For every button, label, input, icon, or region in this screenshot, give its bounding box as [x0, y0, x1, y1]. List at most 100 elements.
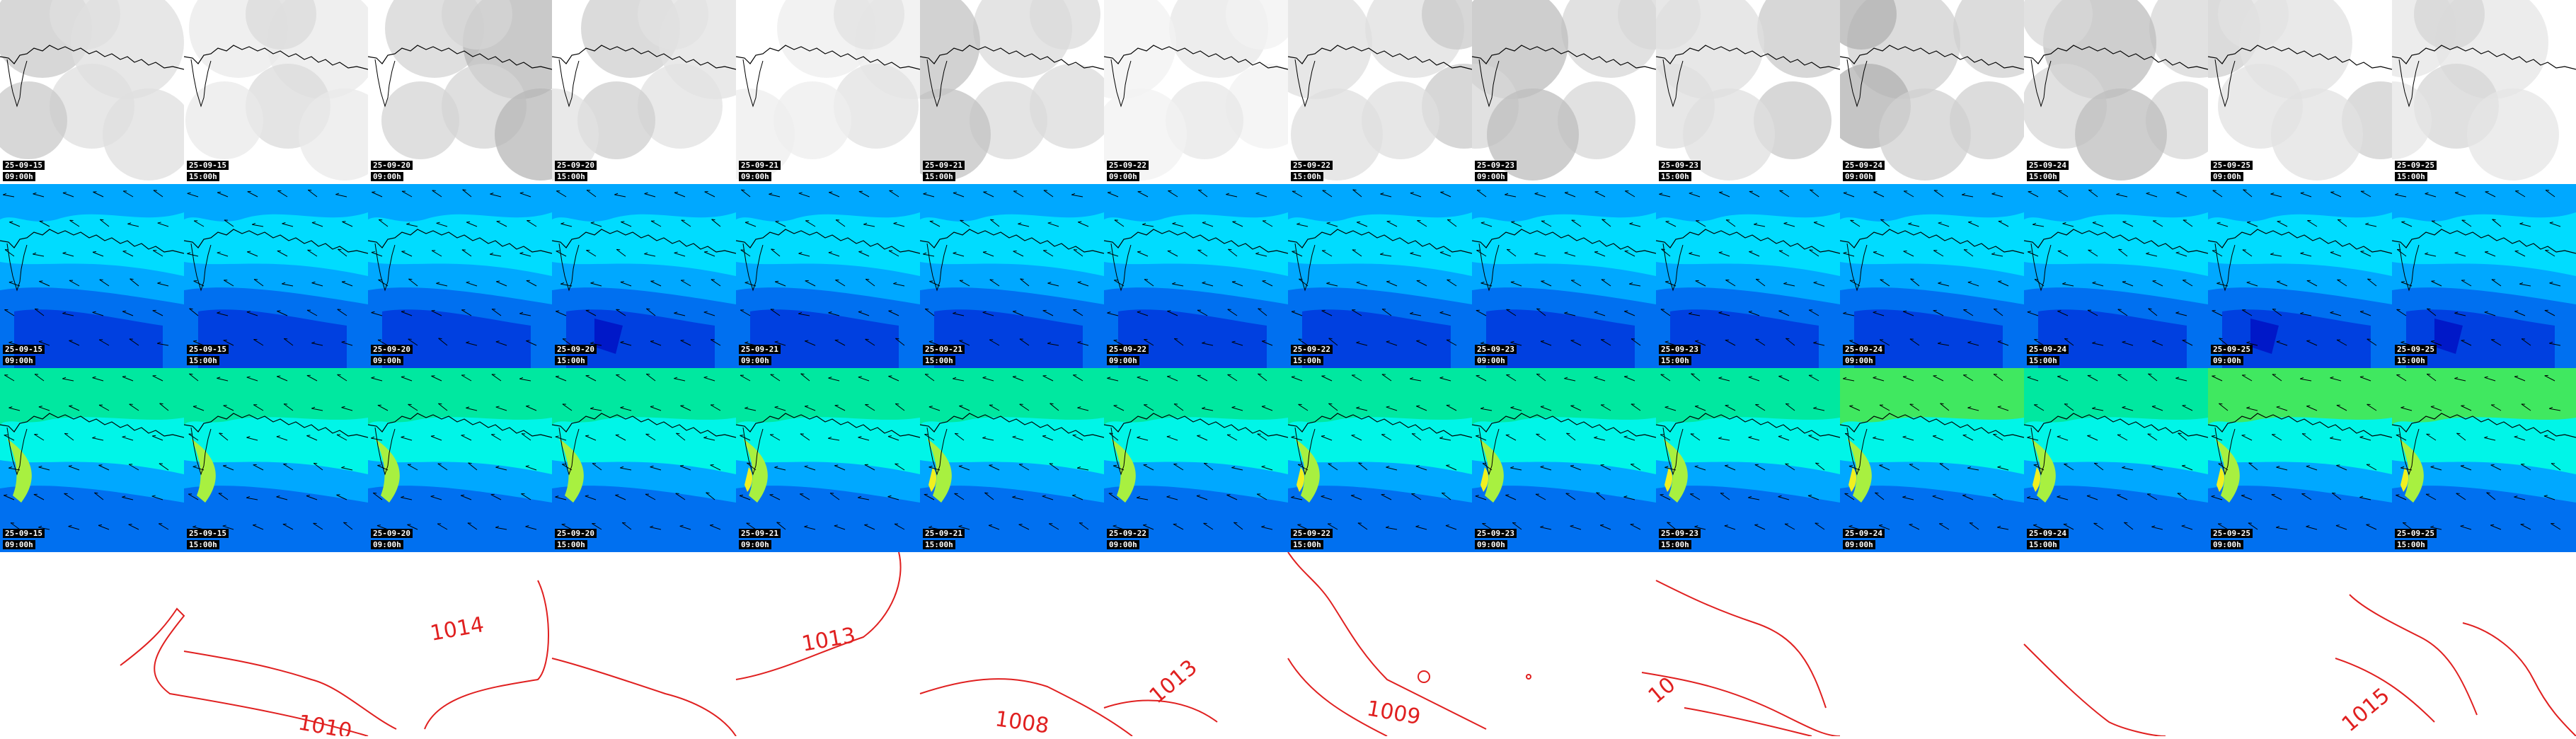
- panel-date-label: 25-09-22: [1291, 161, 1333, 170]
- panel-date-label: 25-09-21: [923, 161, 965, 170]
- panel-time-label: 15:00h: [2395, 172, 2427, 181]
- panel-time-label: 09:00h: [1107, 540, 1139, 549]
- panel-date-label: 25-09-24: [1843, 161, 1885, 170]
- panel-date-label: 25-09-20: [371, 161, 413, 170]
- panel-time-label: 09:00h: [1843, 172, 1875, 181]
- panel-date-label: 25-09-23: [1475, 345, 1517, 354]
- panel-date-label: 25-09-21: [739, 161, 781, 170]
- panel-time-label: 15:00h: [1659, 172, 1691, 181]
- isobar-label: 1008: [994, 706, 1050, 736]
- cloud-cover-map: 25-09-21 15:00h: [920, 0, 1104, 184]
- panel-date-label: 25-09-25: [2211, 529, 2253, 538]
- panel-time-label: 15:00h: [1291, 540, 1323, 549]
- panel-time-label: 15:00h: [2027, 540, 2059, 549]
- panel-time-label: 15:00h: [187, 172, 219, 181]
- panel-time-label: 09:00h: [1107, 356, 1139, 365]
- panel-time-label: 09:00h: [1475, 172, 1507, 181]
- panel-date-label: 25-09-23: [1475, 161, 1517, 170]
- panel-date-label: 25-09-15: [187, 345, 229, 354]
- panel-date-label: 25-09-22: [1107, 161, 1149, 170]
- panel-time-label: 15:00h: [1659, 356, 1691, 365]
- panel-time-label: 09:00h: [1475, 356, 1507, 365]
- panel-time-label: 09:00h: [371, 172, 403, 181]
- isobar-label: 1010: [297, 710, 354, 736]
- wind-speed-map: 25-09-25 15:00h: [2392, 184, 2576, 368]
- panel-date-label: 25-09-22: [1107, 345, 1149, 354]
- cloud-cover-map: 25-09-24 15:00h: [2024, 0, 2208, 184]
- wind-speed-map: 25-09-15 15:00h: [184, 184, 368, 368]
- panel-time-label: 15:00h: [187, 540, 219, 549]
- panel-date-label: 25-09-23: [1475, 529, 1517, 538]
- panel-date-label: 25-09-21: [739, 529, 781, 538]
- panel-time-label: 15:00h: [2027, 172, 2059, 181]
- panel-time-label: 09:00h: [1843, 540, 1875, 549]
- panel-time-label: 15:00h: [555, 356, 587, 365]
- panel-date-label: 25-09-21: [923, 529, 965, 538]
- panel-time-label: 09:00h: [1107, 172, 1139, 181]
- forecast-column: 25-09-15 15:00h 25-09-15 15:00h 25-09-15 15:0…: [184, 0, 368, 552]
- panel-date-label: 25-09-23: [1659, 529, 1701, 538]
- cloud-cover-map: 25-09-22 15:00h: [1288, 0, 1472, 184]
- panel-date-label: 25-09-24: [2027, 161, 2069, 170]
- panel-time-label: 15:00h: [923, 172, 955, 181]
- panel-date-label: 25-09-21: [923, 345, 965, 354]
- panel-time-label: 15:00h: [923, 540, 955, 549]
- wind-gust-map: 25-09-20 15:00h: [552, 368, 736, 552]
- cloud-cover-map: 25-09-22 09:00h: [1104, 0, 1288, 184]
- panel-date-label: 25-09-15: [3, 345, 45, 354]
- panel-date-label: 25-09-24: [2027, 529, 2069, 538]
- wind-gust-map: 25-09-24 15:00h: [2024, 368, 2208, 552]
- panel-time-label: 15:00h: [187, 356, 219, 365]
- cloud-cover-map: 25-09-23 09:00h: [1472, 0, 1656, 184]
- panel-time-label: 15:00h: [555, 172, 587, 181]
- isobar-label: 1014: [428, 612, 485, 646]
- panel-time-label: 15:00h: [1291, 172, 1323, 181]
- wind-speed-map: 25-09-23 09:00h: [1472, 184, 1656, 368]
- panel-date-label: 25-09-21: [739, 345, 781, 354]
- panel-time-label: 15:00h: [555, 540, 587, 549]
- panel-time-label: 15:00h: [2027, 356, 2059, 365]
- panel-date-label: 25-09-15: [187, 161, 229, 170]
- panel-date-label: 25-09-20: [555, 529, 597, 538]
- wind-speed-map: 25-09-23 15:00h: [1656, 184, 1840, 368]
- isobar-label: 1013: [1145, 655, 1202, 709]
- panel-date-label: 25-09-25: [2395, 161, 2437, 170]
- panel-date-label: 25-09-23: [1659, 345, 1701, 354]
- panel-date-label: 25-09-25: [2211, 345, 2253, 354]
- panel-date-label: 25-09-24: [1843, 345, 1885, 354]
- panel-time-label: 09:00h: [3, 172, 35, 181]
- panel-date-label: 25-09-22: [1291, 345, 1333, 354]
- panel-date-label: 25-09-15: [187, 529, 229, 538]
- panel-time-label: 15:00h: [2395, 356, 2427, 365]
- isobar-label: 1013: [800, 623, 857, 657]
- panel-date-label: 25-09-25: [2395, 345, 2437, 354]
- panel-date-label: 25-09-25: [2395, 529, 2437, 538]
- panel-date-label: 25-09-15: [3, 529, 45, 538]
